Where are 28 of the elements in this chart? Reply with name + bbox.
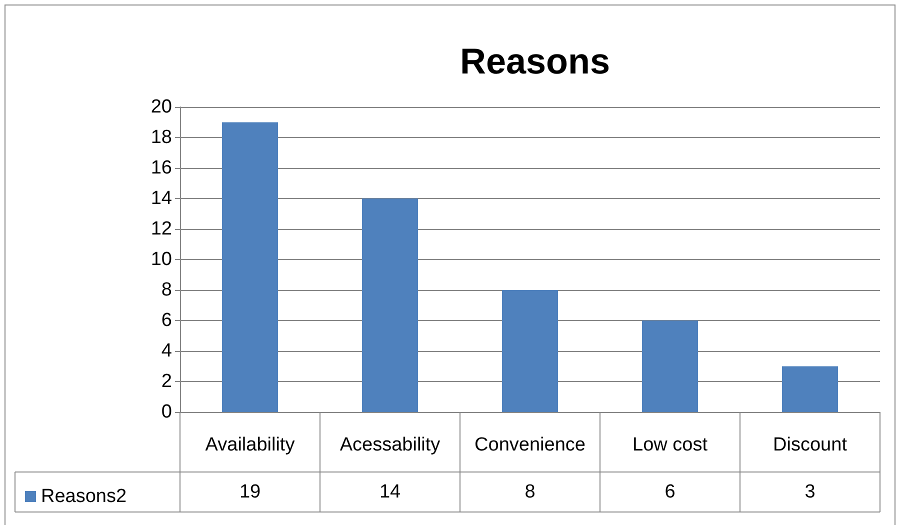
data-label: 6 <box>664 482 676 502</box>
data-label: 8 <box>524 482 536 502</box>
x-tick-label: Discount <box>773 434 848 456</box>
chart-title: Reasons <box>460 40 610 82</box>
data-label: 3 <box>804 482 816 502</box>
y-tick-label: 14 <box>150 188 172 209</box>
y-tick-label: 4 <box>161 340 172 362</box>
y-tick-label: 18 <box>150 127 172 148</box>
y-tick-label: 2 <box>161 371 172 392</box>
data-label: 19 <box>239 482 261 502</box>
bar <box>362 198 418 412</box>
bar <box>782 366 838 412</box>
bar <box>502 290 558 412</box>
bar <box>222 122 278 412</box>
y-tick-label: 6 <box>161 310 172 331</box>
data-label: 14 <box>379 482 401 502</box>
legend-label: Reasons2 <box>41 486 127 507</box>
x-tick-label: Low cost <box>632 434 708 456</box>
bar <box>642 320 698 412</box>
y-tick-label: 0 <box>161 402 172 422</box>
x-tick-label: Acessability <box>340 434 441 456</box>
x-tick-label: Convenience <box>474 434 586 456</box>
x-tick-label: Availability <box>205 434 296 456</box>
y-tick-label: 12 <box>150 218 172 240</box>
y-tick-label: 8 <box>161 280 172 300</box>
y-tick-label: 20 <box>150 96 172 118</box>
y-tick-label: 10 <box>150 249 172 270</box>
y-tick-label: 16 <box>150 158 172 178</box>
